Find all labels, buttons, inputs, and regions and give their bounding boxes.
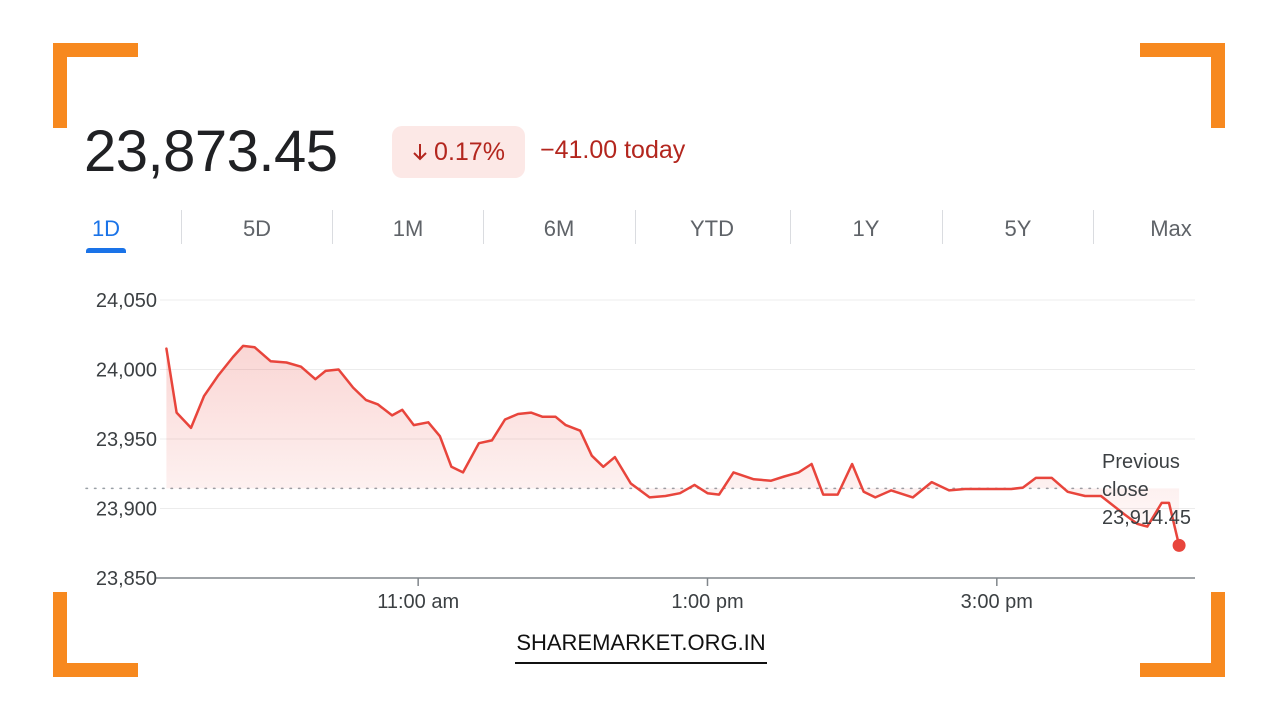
frame-corner-top-left	[53, 43, 138, 128]
percent-change-badge: 0.17%	[392, 126, 525, 178]
frame-corner-bottom-right	[1140, 592, 1225, 677]
x-tick-label: 11:00 am	[377, 591, 459, 613]
tab-divider	[635, 210, 636, 244]
active-tab-indicator	[86, 248, 126, 253]
y-tick-label: 23,950	[96, 429, 157, 451]
previous-close-label: close	[1102, 479, 1149, 501]
percent-change-value: 0.17%	[434, 137, 505, 166]
previous-close-label: Previous	[1102, 451, 1180, 473]
change-today: −41.00 today	[540, 136, 686, 164]
tab-divider	[332, 210, 333, 244]
price-line	[165, 344, 1181, 547]
current-price: 23,873.45	[84, 119, 338, 184]
tab-divider	[181, 210, 182, 244]
x-tick-label: 3:00 pm	[961, 591, 1033, 613]
y-tick-label: 23,850	[96, 568, 157, 590]
tab-5d[interactable]: 5D	[242, 216, 272, 241]
tab-divider	[1093, 210, 1094, 244]
watermark: SHAREMARKET.ORG.IN	[515, 630, 767, 664]
y-tick-label: 24,050	[96, 290, 157, 312]
tab-1y[interactable]: 1Y	[852, 216, 880, 241]
frame-corner-top-right	[1140, 43, 1225, 128]
tab-6m[interactable]: 6M	[543, 216, 575, 241]
tab-divider	[942, 210, 943, 244]
price-area	[166, 345, 1180, 546]
y-tick-label: 24,000	[96, 360, 157, 382]
tab-1d[interactable]: 1D	[91, 216, 121, 241]
y-tick-label: 23,900	[96, 499, 157, 521]
tab-5y[interactable]: 5Y	[1004, 216, 1032, 241]
arrow-down-icon	[413, 144, 427, 161]
last-price-dot	[1172, 538, 1186, 552]
range-tabs: 1D 5D 1M 6M YTD 1Y 5Y Max	[0, 210, 1280, 256]
tab-ytd[interactable]: YTD	[690, 216, 734, 241]
previous-close-value: 23,914.45	[1102, 507, 1191, 529]
tab-1m[interactable]: 1M	[392, 216, 424, 241]
frame-corner-bottom-left	[53, 592, 138, 677]
x-tick-label: 1:00 pm	[671, 591, 743, 613]
tab-max[interactable]: Max	[1150, 216, 1192, 241]
tab-divider	[483, 210, 484, 244]
tab-divider	[790, 210, 791, 244]
